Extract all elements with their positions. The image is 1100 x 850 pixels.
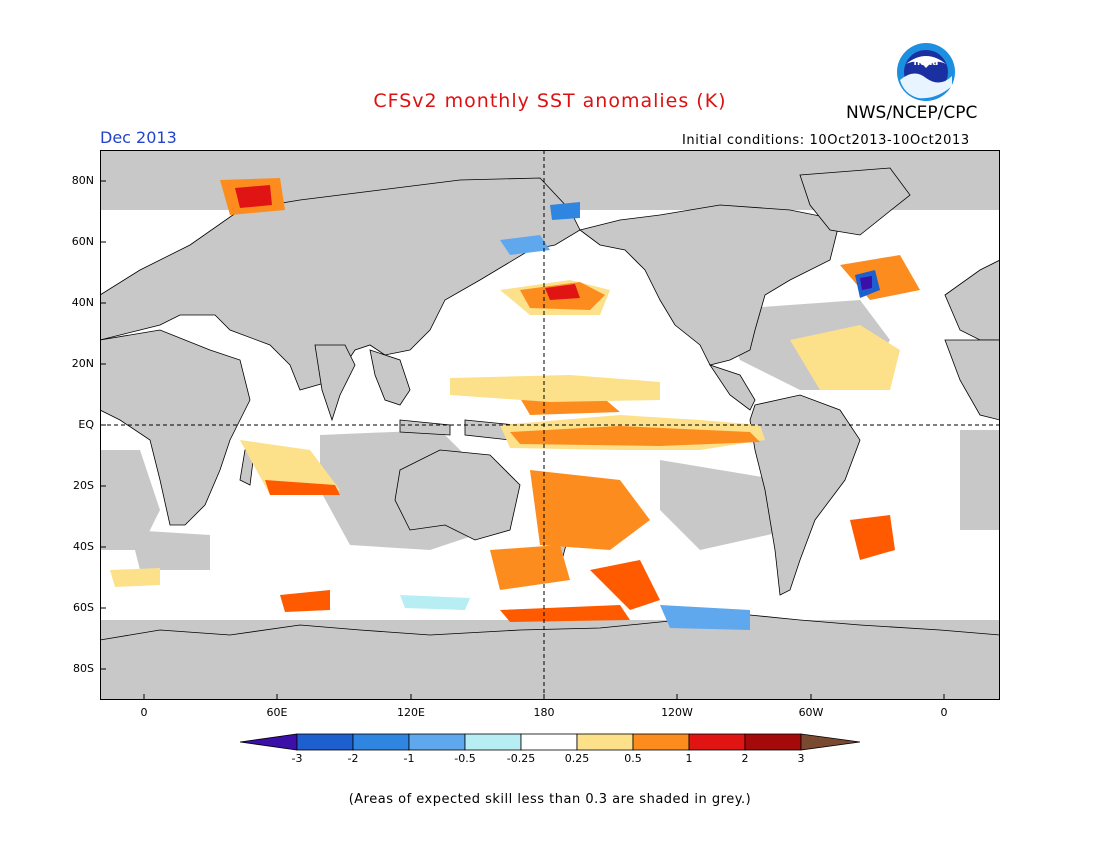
colorbar <box>240 733 860 751</box>
colorbar-segment-5 <box>520 733 578 751</box>
forecast-month: Dec 2013 <box>100 128 177 147</box>
colorbar-label-025: 0.25 <box>564 752 590 765</box>
lat-label-80n: 80N <box>71 174 94 187</box>
lon-label-60w: 60W <box>798 706 824 719</box>
lat-label-20n: 20N <box>71 357 94 370</box>
colorbar-segment-6 <box>576 733 634 751</box>
logo-text: noaa <box>914 58 939 68</box>
sst-anomaly-map <box>100 150 1000 700</box>
lon-label-60e: 60E <box>266 706 288 719</box>
lon-label-0: 0 <box>140 706 148 719</box>
colorbar-segment-7 <box>632 733 690 751</box>
colorbar-segment-8 <box>688 733 746 751</box>
colorbar-segment-9 <box>744 733 802 751</box>
lat-label-80s: 80S <box>73 662 94 675</box>
lon-label-0-right: 0 <box>940 706 948 719</box>
land-masses <box>100 167 1000 700</box>
lon-label-120w: 120W <box>661 706 693 719</box>
lat-label-40n: 40N <box>71 296 94 309</box>
colorbar-label-m1: -1 <box>403 752 415 765</box>
colorbar-segment-2 <box>352 733 410 751</box>
colorbar-label-m05: -0.5 <box>454 752 476 765</box>
colorbar-label-2: 2 <box>741 752 749 765</box>
lon-label-120e: 120E <box>397 706 425 719</box>
colorbar-segment-3 <box>408 733 466 751</box>
colorbar-label-05: 0.5 <box>624 752 642 765</box>
lat-label-40s: 40S <box>73 540 94 553</box>
sst-anomaly-fields <box>110 178 920 630</box>
colorbar-segment-1 <box>296 733 354 751</box>
lat-label-60n: 60N <box>71 235 94 248</box>
lat-label-20s: 20S <box>73 479 94 492</box>
initial-conditions: Initial conditions: 10Oct2013-10Oct2013 <box>682 133 970 148</box>
colorbar-label-1: 1 <box>685 752 693 765</box>
colorbar-segment-gt-3 <box>800 733 860 751</box>
lat-label-60s: 60S <box>73 601 94 614</box>
lon-label-180: 180 <box>533 706 555 719</box>
colorbar-label-m025: -0.25 <box>506 752 536 765</box>
skill-footnote: (Areas of expected skill less than 0.3 a… <box>348 792 752 807</box>
colorbar-label-3: 3 <box>797 752 805 765</box>
colorbar-segment-4 <box>464 733 522 751</box>
colorbar-segment-lt-3 <box>240 733 298 751</box>
lat-label-eq: EQ <box>78 418 94 431</box>
colorbar-label-m3: -3 <box>291 752 303 765</box>
colorbar-label-m2: -2 <box>347 752 359 765</box>
agency-label: NWS/NCEP/CPC <box>846 103 978 123</box>
map-title: CFSv2 monthly SST anomalies (K) <box>373 90 727 112</box>
noaa-logo: noaa <box>897 43 955 101</box>
